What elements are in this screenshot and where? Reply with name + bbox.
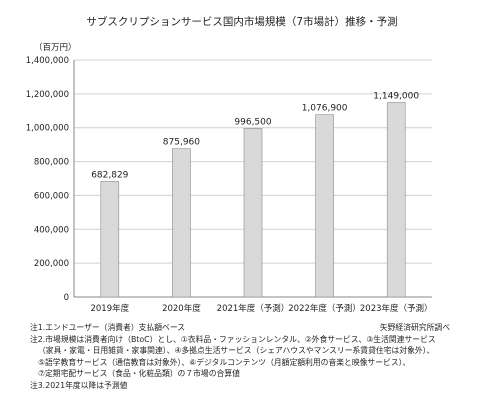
x-tick-label: 2020年度 xyxy=(162,303,201,314)
data-label: 1,149,000 xyxy=(373,91,419,101)
x-tick-label: 2021年度（予測） xyxy=(217,303,290,314)
x-tick-label: 2019年度 xyxy=(90,303,129,314)
x-tick-label: 2022年度（予測） xyxy=(288,303,361,314)
y-tick-label: 600,000 xyxy=(34,191,69,201)
note-line: 注1.エンドユーザー（消費者）支払額ベース xyxy=(30,323,186,332)
bar xyxy=(315,114,334,298)
note-line: 注2.市場規模は消費者向け（BtoC）とし、①衣料品・ファッションレンタル、②外… xyxy=(30,334,436,344)
data-label: 682,829 xyxy=(91,170,128,180)
data-label: 1,076,900 xyxy=(302,104,348,114)
y-tick-label: 200,000 xyxy=(34,259,69,269)
note-line: ⑤語学教育サービス（通信教育は対象外）、⑥デジタルコンテンツ（月額定額利用の音楽… xyxy=(38,357,411,367)
bar xyxy=(386,102,406,298)
y-tick-label: 0 xyxy=(64,293,69,303)
y-tick-label: 1,400,000 xyxy=(26,56,69,66)
y-tick-label: 1,000,000 xyxy=(26,124,69,134)
bar xyxy=(100,181,120,298)
bar xyxy=(243,128,263,298)
y-tick-label: 1,200,000 xyxy=(26,90,69,100)
data-label: 875,960 xyxy=(163,138,200,148)
bar-chart: 0 200,000 400,000 600,000 800,000 1,000,000 1,… xyxy=(26,56,433,314)
y-tick-label: 400,000 xyxy=(34,225,69,235)
notes: 注1.エンドユーザー（消費者）支払額ベース 注2.市場規模は消費者向け（BtoC… xyxy=(30,322,470,392)
note-line: （家具・家電・日用雑貨・家事関連）、④多拠点生活サービス（シェアハウスやマンスリ… xyxy=(38,346,435,356)
note-line: 注3.2021年度以降は予測値 xyxy=(30,380,128,390)
chart-title: サブスクリプションサービス国内市場規模（7市場計）推移・予測 xyxy=(86,16,398,28)
y-tick-label: 800,000 xyxy=(34,158,69,168)
data-label: 996,500 xyxy=(234,117,271,127)
note-line: ⑦定期宅配サービス（食品・化粧品類）の７市場の合算値 xyxy=(38,369,240,379)
bar xyxy=(172,148,191,298)
source-label: 矢野経済研究所調べ xyxy=(379,323,450,332)
x-tick-label: 2023年度（予測） xyxy=(360,303,433,314)
unit-label: （百万円） xyxy=(34,43,77,53)
